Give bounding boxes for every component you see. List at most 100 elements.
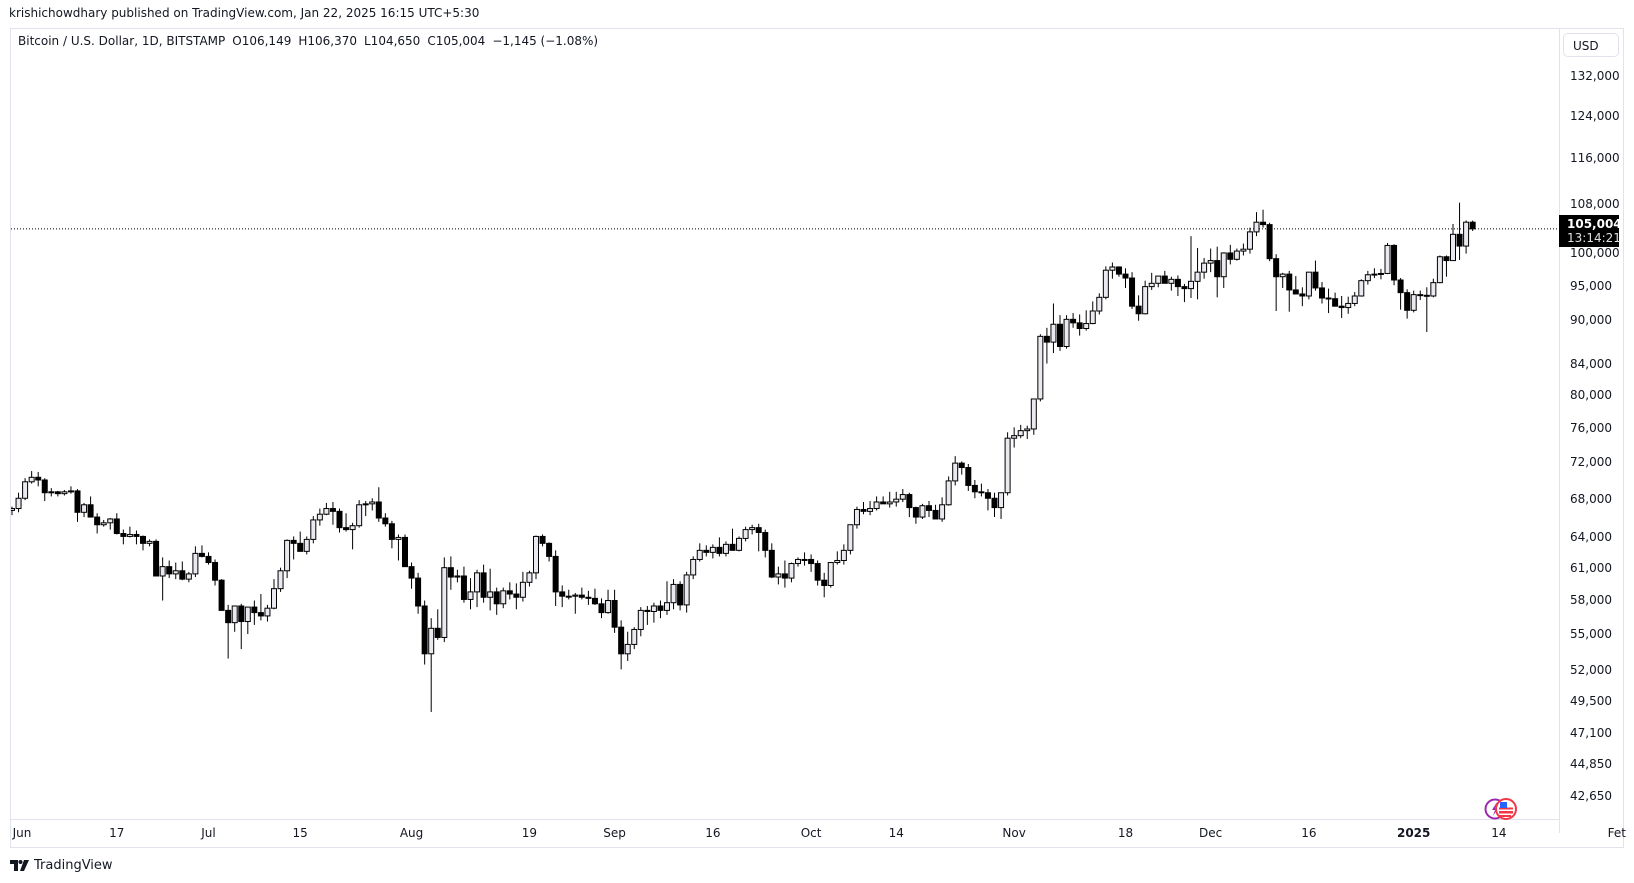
candle[interactable] [100,519,107,527]
candle[interactable] [519,571,526,602]
candle[interactable] [873,496,880,511]
candle[interactable] [205,552,212,565]
candle[interactable] [349,522,356,550]
candle[interactable] [1305,271,1312,300]
candle[interactable] [664,581,670,615]
candle[interactable] [1338,295,1345,318]
candle[interactable] [722,541,729,557]
candle[interactable] [1312,260,1319,291]
candle[interactable] [1122,268,1129,288]
currency-button[interactable]: USD [1563,33,1619,57]
candle[interactable] [1070,313,1077,328]
candle[interactable] [546,542,553,562]
candle[interactable] [1181,283,1188,303]
candle[interactable] [906,492,913,518]
candle[interactable] [971,479,978,499]
candle[interactable] [297,531,304,552]
candle[interactable] [500,587,507,609]
price-scale[interactable] [1559,29,1624,833]
candle[interactable] [87,496,94,518]
candle[interactable] [1371,268,1378,279]
candle[interactable] [1220,252,1227,288]
candle[interactable] [1325,288,1332,314]
candle[interactable] [847,524,854,555]
candle[interactable] [539,534,546,547]
time-scale[interactable] [11,819,1559,848]
candle[interactable] [650,602,657,623]
candle[interactable] [513,583,520,610]
candle[interactable] [323,502,330,516]
candle[interactable] [1050,303,1057,354]
candle[interactable] [808,554,815,572]
candle[interactable] [225,604,232,659]
candle[interactable] [1115,266,1122,277]
candle[interactable] [1410,290,1417,313]
candle[interactable] [618,620,625,670]
candle[interactable] [853,506,860,529]
candle[interactable] [585,590,592,605]
candle[interactable] [1024,425,1031,440]
candle[interactable] [1201,258,1208,279]
candle[interactable] [926,501,932,518]
candle[interactable] [487,568,494,611]
candle[interactable] [1246,227,1253,254]
candle[interactable] [343,513,350,532]
candle[interactable] [637,607,644,637]
candle[interactable] [402,534,408,568]
candle[interactable] [1279,272,1286,288]
candle[interactable] [657,600,664,619]
candle[interactable] [1384,242,1391,275]
candle[interactable] [565,589,572,600]
candle[interactable] [1397,278,1404,310]
candle[interactable] [1089,301,1096,325]
candle[interactable] [998,492,1005,519]
candle[interactable] [382,513,389,527]
candle[interactable] [572,592,579,614]
candle[interactable] [421,600,428,665]
candle[interactable] [1148,272,1155,290]
candle[interactable] [827,562,834,588]
candle[interactable] [821,572,828,598]
candle[interactable] [133,530,140,545]
candle[interactable] [277,567,284,592]
candle[interactable] [1109,262,1116,279]
candle[interactable] [212,559,219,586]
candle[interactable] [591,588,598,605]
candle[interactable] [631,627,638,650]
candle[interactable] [991,492,998,518]
candle[interactable] [153,539,160,577]
candle[interactable] [1076,314,1083,336]
candle[interactable] [434,609,441,640]
candle[interactable] [1450,224,1456,262]
candle[interactable] [814,560,821,586]
candle[interactable] [729,528,736,551]
candle[interactable] [1253,212,1260,237]
candle[interactable] [578,587,585,600]
candle[interactable] [768,543,775,579]
candle[interactable] [1207,248,1214,273]
candle[interactable] [1423,287,1430,333]
candle[interactable] [1417,290,1424,301]
candle[interactable] [716,537,723,557]
candle[interactable] [1443,255,1450,277]
candle[interactable] [860,501,867,515]
candle[interactable] [1063,315,1070,349]
candle[interactable] [703,545,710,557]
candle[interactable] [919,503,926,519]
candle[interactable] [1168,276,1175,291]
candle[interactable] [1351,291,1358,307]
candle[interactable] [762,529,769,558]
candle[interactable] [415,572,422,614]
candle[interactable] [166,560,173,579]
candle[interactable] [893,491,900,507]
candle[interactable] [375,487,382,522]
candle[interactable] [559,585,566,608]
candle[interactable] [303,536,310,555]
candle[interactable] [356,500,363,528]
candle[interactable] [1083,310,1090,331]
candle[interactable] [441,557,448,643]
candle[interactable] [15,492,22,513]
candle[interactable] [1463,220,1470,254]
candle[interactable] [1358,279,1365,297]
candle[interactable] [271,579,277,610]
